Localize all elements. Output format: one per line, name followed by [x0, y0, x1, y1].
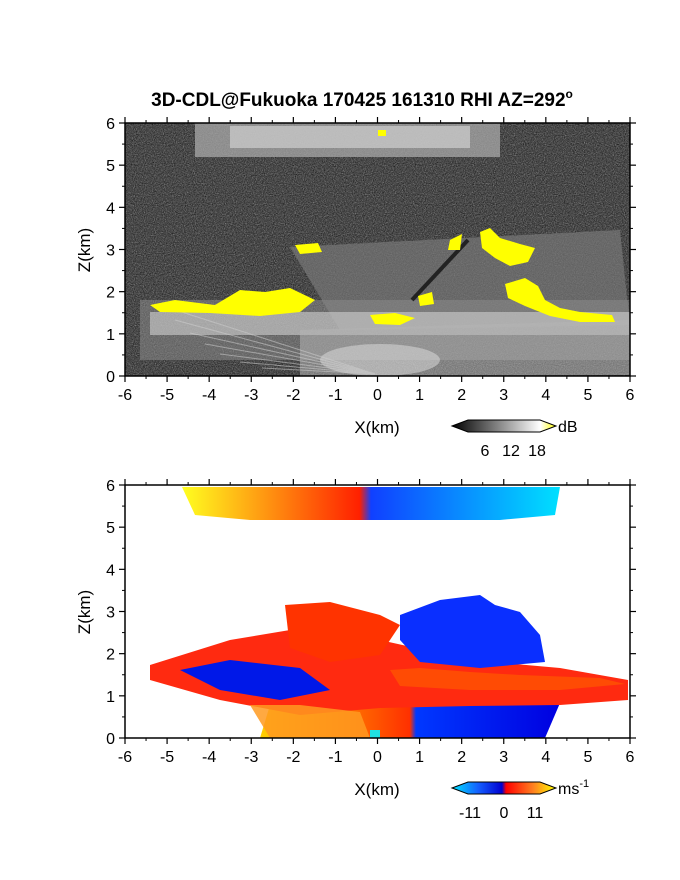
velocity-ylabel: Z(km) — [75, 590, 94, 634]
colorbar-tick-label: 11 — [527, 805, 544, 822]
x-tick-label: 1 — [415, 387, 424, 404]
x-tick-label: 0 — [373, 387, 382, 404]
x-tick-label: -2 — [286, 387, 300, 404]
colorbar-tick-label: 12 — [502, 443, 520, 460]
x-tick-label: -3 — [244, 387, 258, 404]
colorbar-tick-label: 0 — [500, 805, 509, 822]
reflectivity-colorbar-unit: dB — [558, 419, 578, 436]
x-tick-label: -1 — [328, 387, 342, 404]
y-tick-label: 0 — [106, 369, 115, 386]
velocity-image — [125, 485, 630, 738]
x-tick-label: -5 — [160, 387, 174, 404]
velocity-colorbar: ms-1 -11 0 11 — [450, 778, 589, 822]
y-tick-label: 3 — [106, 243, 115, 260]
y-tick-label: 2 — [106, 647, 115, 664]
x-tick-label: 3 — [499, 749, 508, 766]
x-tick-label: 1 — [415, 749, 424, 766]
x-tick-label: -2 — [286, 749, 300, 766]
x-tick-label: 0 — [373, 749, 382, 766]
velocity-colorbar-unit: ms-1 — [558, 778, 589, 798]
x-tick-label: 6 — [626, 749, 635, 766]
x-tick-label: 2 — [457, 387, 466, 404]
x-tick-label: -4 — [202, 387, 216, 404]
y-tick-label: 2 — [106, 285, 115, 302]
x-tick-label: -1 — [328, 749, 342, 766]
x-tick-label: 3 — [499, 387, 508, 404]
x-tick-label: 5 — [583, 749, 592, 766]
reflectivity-ylabel: Z(km) — [75, 228, 94, 272]
y-tick-label: 4 — [106, 562, 115, 579]
colorbar-tick-label: 18 — [528, 443, 546, 460]
colorbar-tick-label: -11 — [459, 805, 481, 822]
velocity-colorbar-scale — [450, 781, 558, 795]
colorbar-tick-label: 6 — [481, 443, 490, 460]
y-tick-label: 6 — [106, 116, 115, 133]
y-tick-label: 1 — [106, 327, 115, 344]
y-tick-label: 3 — [106, 605, 115, 622]
reflectivity-colorbar-scale — [450, 419, 558, 433]
velocity-panel: -6 -5 -4 -3 -2 -1 0 1 2 3 4 5 6 0 1 2 3 4 5 6 X(km) Z(km) m… — [75, 478, 636, 822]
chart-title: 3D-CDL@Fukuoka 170425 161310 RHI AZ=292o — [151, 87, 573, 111]
x-tick-label: -5 — [160, 749, 174, 766]
reflectivity-xlabel: X(km) — [354, 418, 399, 437]
x-tick-label: 5 — [583, 387, 592, 404]
y-tick-label: 5 — [106, 520, 115, 537]
velocity-xlabel: X(km) — [354, 780, 399, 799]
x-tick-label: -3 — [244, 749, 258, 766]
y-tick-label: 0 — [106, 731, 115, 748]
reflectivity-colorbar: dB 6 12 18 — [450, 419, 578, 460]
x-tick-label: -6 — [118, 387, 132, 404]
velocity-axes: -6 -5 -4 -3 -2 -1 0 1 2 3 4 5 6 0 1 2 3 4 5 6 — [106, 478, 636, 766]
y-tick-label: 5 — [106, 158, 115, 175]
y-tick-label: 1 — [106, 689, 115, 706]
x-tick-label: 2 — [457, 749, 466, 766]
y-tick-label: 6 — [106, 478, 115, 495]
x-tick-label: 4 — [541, 387, 550, 404]
x-tick-label: -6 — [118, 749, 132, 766]
reflectivity-axes: -6 -5 -4 -3 -2 -1 0 1 2 3 4 5 6 0 1 2 3 4 5 6 — [106, 116, 636, 404]
x-tick-label: -4 — [202, 749, 216, 766]
reflectivity-image — [125, 123, 630, 376]
x-tick-label: 4 — [541, 749, 550, 766]
x-tick-label: 6 — [626, 387, 635, 404]
y-tick-label: 4 — [106, 200, 115, 217]
